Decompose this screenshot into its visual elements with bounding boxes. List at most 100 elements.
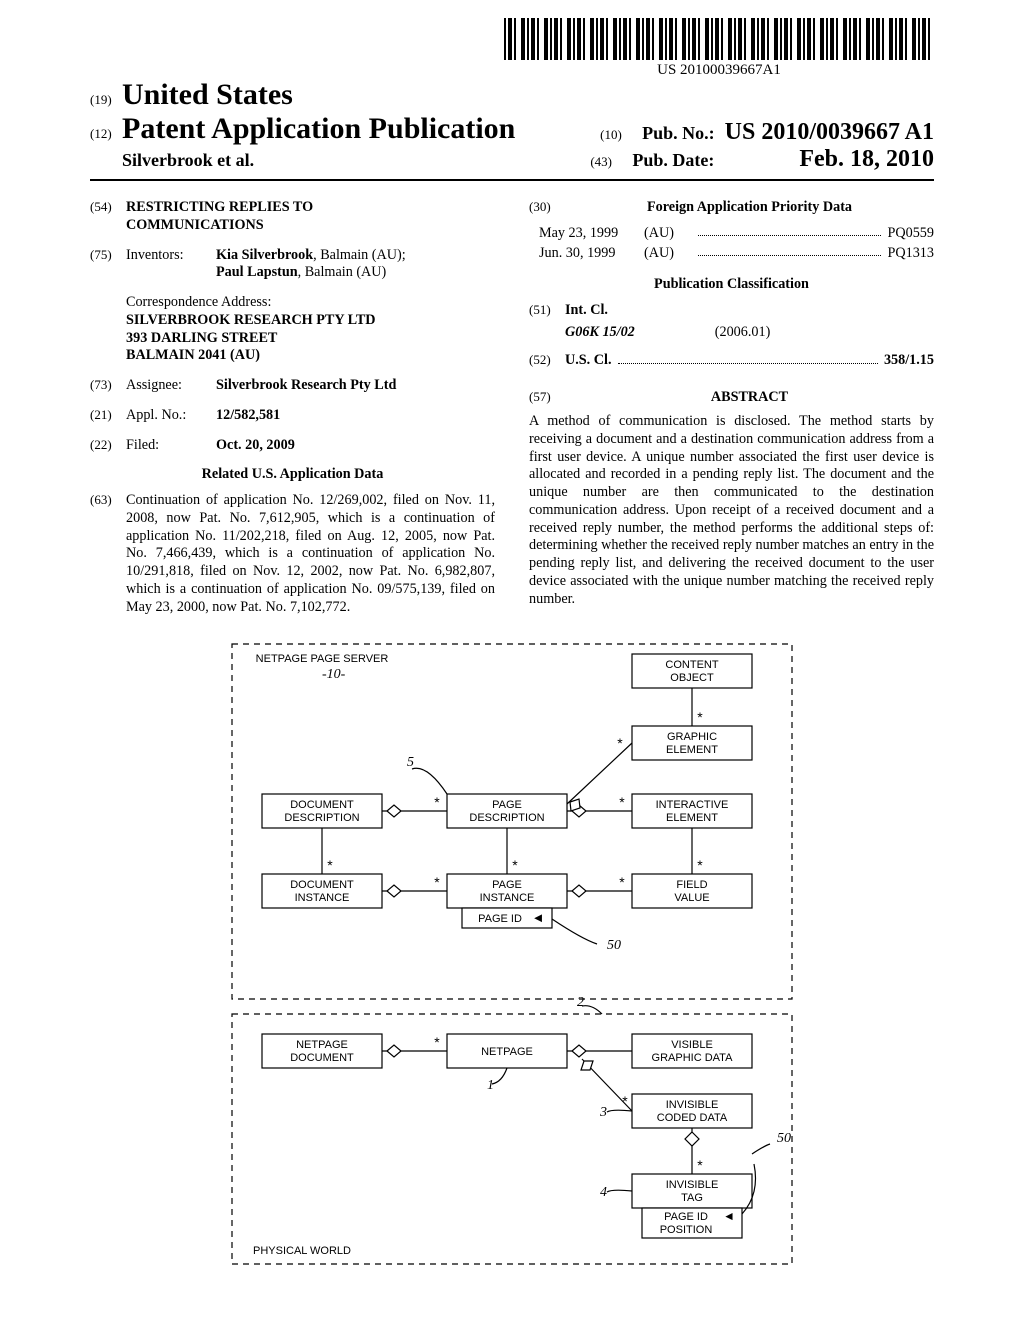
svg-text:PAGE ID: PAGE ID	[478, 913, 522, 925]
assignee-label: Assignee:	[126, 377, 216, 395]
svg-text:*: *	[434, 1034, 440, 1050]
svg-text:CODED DATA: CODED DATA	[657, 1112, 728, 1124]
svg-text:◄: ◄	[723, 1209, 735, 1223]
applno-label: Appl. No.:	[126, 407, 216, 425]
barcode	[504, 18, 934, 60]
foreign-row-1: Jun. 30, 1999 (AU) PQ1313	[539, 245, 934, 263]
abstract-label: ABSTRACT	[565, 389, 934, 407]
corr-line-1: SILVERBROOK RESEARCH PTY LTD	[126, 312, 495, 330]
uscl-label: U.S. Cl.	[565, 352, 612, 370]
code-63: (63)	[90, 492, 126, 616]
svg-text:*: *	[619, 794, 625, 810]
svg-text:*: *	[434, 794, 440, 810]
code-57: (57)	[529, 389, 565, 407]
svg-text:ELEMENT: ELEMENT	[666, 812, 718, 824]
code-22: (22)	[90, 437, 126, 455]
code-43: (43)	[590, 154, 622, 170]
svg-text:*: *	[697, 857, 703, 873]
svg-text:ELEMENT: ELEMENT	[666, 744, 718, 756]
svg-text:5: 5	[407, 755, 414, 770]
svg-text:INVISIBLE: INVISIBLE	[666, 1099, 719, 1111]
left-column: (54) RESTRICTING REPLIES TO COMMUNICATIO…	[90, 199, 495, 616]
applno: 12/582,581	[216, 407, 495, 425]
corr-line-3: BALMAIN 2041 (AU)	[126, 347, 495, 365]
svg-text:DESCRIPTION: DESCRIPTION	[284, 812, 359, 824]
corr-label: Correspondence Address:	[126, 294, 495, 312]
svg-text:GRAPHIC: GRAPHIC	[667, 731, 717, 743]
dots	[698, 245, 881, 256]
related-title: Related U.S. Application Data	[90, 466, 495, 484]
svg-text:PAGE: PAGE	[492, 879, 522, 891]
svg-text:◄: ◄	[532, 910, 545, 925]
corr-line-2: 393 DARLING STREET	[126, 330, 495, 348]
header-rule	[90, 179, 934, 181]
svg-text:DOCUMENT: DOCUMENT	[290, 1052, 354, 1064]
svg-text:INVISIBLE: INVISIBLE	[666, 1179, 719, 1191]
svg-text:NETPAGE: NETPAGE	[481, 1046, 533, 1058]
svg-text:OBJECT: OBJECT	[670, 672, 714, 684]
uscl: 358/1.15	[884, 352, 934, 370]
foreign-num-1: PQ1313	[887, 245, 934, 263]
svg-text:INSTANCE: INSTANCE	[480, 892, 535, 904]
region1-ref: -10-	[322, 667, 346, 682]
foreign-title: Foreign Application Priority Data	[565, 199, 934, 217]
svg-text:POSITION: POSITION	[660, 1224, 713, 1236]
abstract-text: A method of communication is disclosed. …	[529, 413, 934, 608]
svg-text:PAGE ID: PAGE ID	[664, 1211, 708, 1223]
svg-text:50: 50	[777, 1131, 791, 1146]
svg-text:INSTANCE: INSTANCE	[295, 892, 350, 904]
inventors-label: Inventors:	[126, 247, 216, 283]
svg-text:DOCUMENT: DOCUMENT	[290, 799, 354, 811]
svg-text:DOCUMENT: DOCUMENT	[290, 879, 354, 891]
svg-text:DESCRIPTION: DESCRIPTION	[469, 812, 544, 824]
pubdate-label: Pub. Date:	[632, 150, 714, 171]
inventors-value: Kia Silverbrook, Balmain (AU); Paul Laps…	[216, 247, 495, 283]
assignee: Silverbrook Research Pty Ltd	[216, 377, 495, 395]
dots	[698, 225, 881, 236]
svg-text:NETPAGE: NETPAGE	[296, 1039, 348, 1051]
intcl-code: G06K 15/02	[565, 324, 635, 342]
svg-text:1: 1	[487, 1078, 494, 1093]
body-columns: (54) RESTRICTING REPLIES TO COMMUNICATIO…	[90, 199, 934, 616]
filed: Oct. 20, 2009	[216, 437, 495, 455]
svg-text:3: 3	[599, 1105, 607, 1120]
svg-text:INTERACTIVE: INTERACTIVE	[656, 799, 729, 811]
svg-text:*: *	[512, 857, 518, 873]
svg-text:TAG: TAG	[681, 1192, 703, 1204]
barcode-label: US 20100039667A1	[504, 62, 934, 79]
code-73: (73)	[90, 377, 126, 395]
figure-diagram: .dbox { fill:#fff; stroke:#000; stroke-w…	[212, 634, 812, 1274]
header: (19) United States (12) Patent Applicati…	[90, 78, 934, 181]
svg-text:50: 50	[607, 938, 621, 953]
foreign-row-0: May 23, 1999 (AU) PQ0559	[539, 225, 934, 243]
foreign-cc-0: (AU)	[644, 225, 692, 243]
intcl-ver: (2006.01)	[715, 324, 771, 342]
region1-label: NETPAGE PAGE SERVER	[256, 653, 389, 665]
filed-label: Filed:	[126, 437, 216, 455]
code-51: (51)	[529, 302, 565, 320]
pubno-label: Pub. No.:	[642, 123, 715, 144]
code-21: (21)	[90, 407, 126, 425]
svg-text:*: *	[434, 874, 440, 890]
right-column: (30) Foreign Application Priority Data M…	[529, 199, 934, 616]
country: United States	[122, 78, 293, 112]
doctype: Patent Application Publication	[122, 112, 515, 146]
intcl-label: Int. Cl.	[565, 302, 608, 320]
svg-text:*: *	[622, 1093, 628, 1109]
dots	[618, 353, 878, 364]
foreign-num-0: PQ0559	[887, 225, 934, 243]
inventor-1: Kia Silverbrook	[216, 247, 313, 263]
code-19: (19)	[90, 92, 122, 108]
svg-text:FIELD: FIELD	[676, 879, 707, 891]
foreign-date-0: May 23, 1999	[539, 225, 644, 243]
code-54: (54)	[90, 199, 126, 235]
svg-text:GRAPHIC DATA: GRAPHIC DATA	[652, 1052, 734, 1064]
foreign-cc-1: (AU)	[644, 245, 692, 263]
svg-text:VALUE: VALUE	[674, 892, 709, 904]
svg-text:*: *	[619, 874, 625, 890]
pubno: US 2010/0039667 A1	[725, 119, 934, 146]
continuation-text: Continuation of application No. 12/269,0…	[126, 492, 495, 616]
code-10: (10)	[600, 127, 632, 143]
svg-text:*: *	[617, 735, 623, 751]
svg-text:VISIBLE: VISIBLE	[671, 1039, 713, 1051]
